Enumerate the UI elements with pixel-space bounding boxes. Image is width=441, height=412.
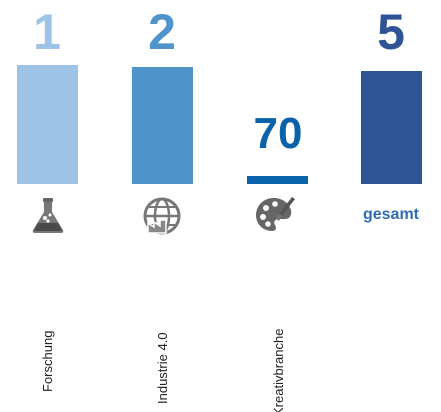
bar-industrie — [132, 67, 193, 184]
category-label-industrie: Industrie 4.0 — [155, 332, 170, 404]
value-label-forschung: 1 — [33, 4, 61, 60]
value-label-kreativbranche: 70 — [253, 109, 303, 158]
gesamt-label: gesamt — [362, 206, 420, 223]
bar-forschung — [17, 65, 78, 184]
bar-kreativbranche — [247, 176, 308, 184]
globe-factory-icon — [143, 197, 181, 235]
flask-icon — [32, 198, 64, 233]
palette-brush-icon — [256, 197, 295, 231]
category-label-forschung: Forschung — [40, 330, 55, 392]
value-label-gesamt: 5 — [377, 4, 405, 60]
category-label-kreativbranche: Kreativbranche — [271, 328, 286, 412]
value-label-industrie: 2 — [148, 4, 176, 60]
bar-gesamt — [361, 71, 422, 184]
